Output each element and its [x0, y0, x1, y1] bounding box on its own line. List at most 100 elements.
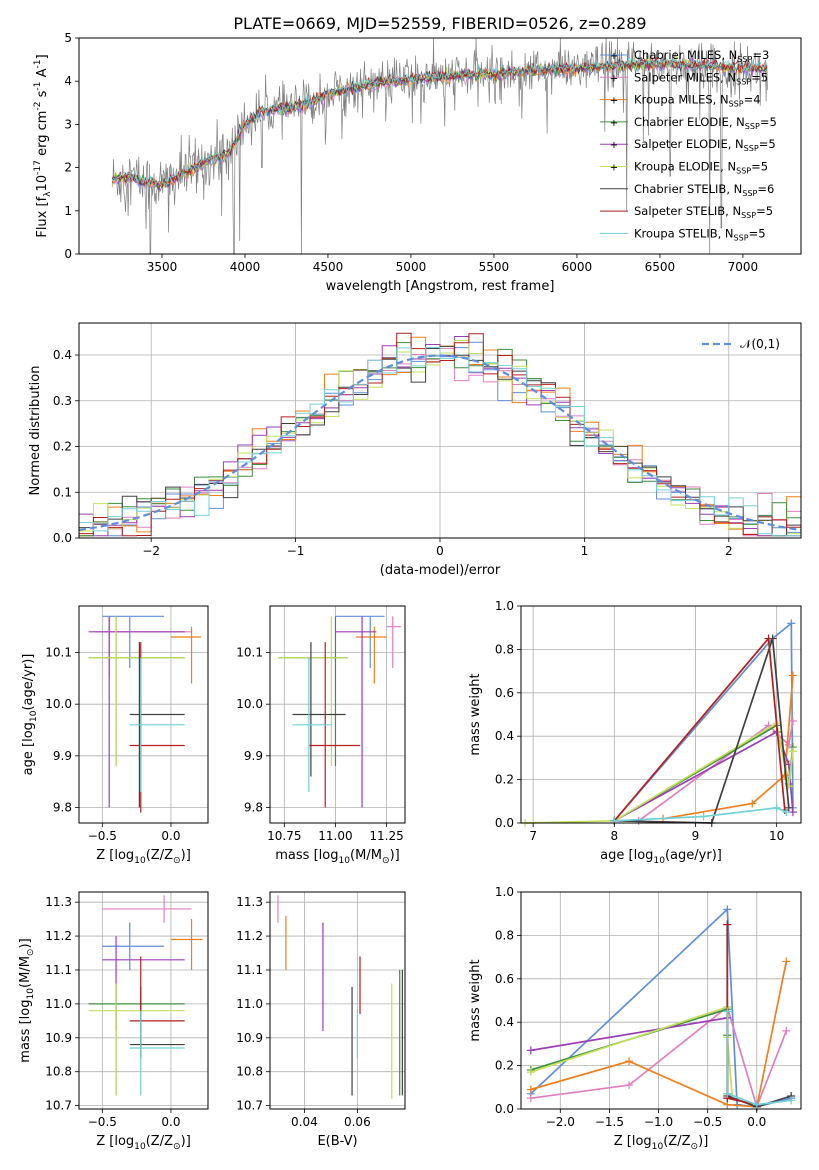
axes-frame: [520, 891, 802, 1110]
y-tick-label: 11.1: [236, 963, 263, 977]
y-tick-label: 10.9: [45, 1031, 72, 1045]
residual-histogram-step: [79, 340, 801, 537]
y-axis-label: mass weight: [468, 673, 483, 755]
y-axis-label: age [log10​(age/yr)]: [21, 654, 39, 776]
y-tick-label: 1.0: [495, 885, 514, 899]
y-tick-label: 10.1: [45, 646, 72, 660]
spectrum-model-line: [111, 56, 768, 187]
y-tick-label: 0.2: [53, 440, 72, 454]
mass-weight-marker: [784, 803, 793, 812]
x-tick-label: −1: [287, 544, 305, 558]
x-tick-label: −0.5: [693, 1115, 722, 1129]
mass-weight-marker: [526, 1085, 535, 1094]
y-tick-label: 0.0: [495, 1102, 514, 1116]
x-tick-label: 4000: [230, 260, 261, 274]
axes-frame: [269, 605, 406, 824]
y-tick-label: 10.8: [45, 1065, 72, 1079]
y-tick-label: 3: [64, 117, 72, 131]
axes-frame: [269, 891, 406, 1110]
age_vs_mass-panel: 10.75 11.00 11.25 9.8 9.9 10.0 10.1 mass [log10…: [236, 605, 406, 866]
x-tick-label: −0.5: [88, 1115, 117, 1129]
legend-label: Kroupa ELODIE, NSSP=5: [634, 160, 768, 176]
x-axis-label: Z [log10​(Z/Z⊙​)]: [614, 1134, 709, 1152]
x-tick-label: −2.0: [546, 1115, 575, 1129]
y-tick-label: 2: [64, 161, 72, 175]
x-tick-label: 5500: [479, 260, 510, 274]
y-tick-label: 0.0: [495, 816, 514, 830]
x-tick-label: 6500: [645, 260, 676, 274]
y-tick-label: 11.0: [45, 997, 72, 1011]
y-tick-label: 9.9: [244, 749, 263, 763]
y-tick-label: 9.8: [244, 801, 263, 815]
legend-label: Salpeter STELIB, NSSP=5: [634, 204, 773, 220]
mass-weight-line: [613, 730, 794, 822]
mass-weight-line: [530, 907, 792, 1108]
y-axis-label: Normed distribution: [28, 366, 43, 496]
x-tick-label: 6000: [562, 260, 593, 274]
legend-label: Chabrier ELODIE, NSSP=5: [634, 115, 777, 131]
x-tick-label: 0.0: [161, 1115, 180, 1129]
legend-marker: +: [610, 163, 618, 174]
x-tick-label: 1: [581, 544, 589, 558]
y-tick-label: 5: [64, 31, 72, 45]
y-tick-label: 11.1: [45, 963, 72, 977]
y-tick-label: 0.4: [495, 1015, 514, 1029]
x-tick-label: 2: [725, 544, 733, 558]
legend-marker: +: [610, 73, 618, 84]
x-tick-label: 0: [436, 544, 444, 558]
mass-weight-marker: [526, 1068, 535, 1077]
mass-weight-line: [726, 924, 757, 1106]
x-tick-label: 3500: [147, 260, 178, 274]
mass-weight-line: [726, 924, 792, 1108]
legend-label: Kroupa MILES, NSSP=4: [634, 93, 761, 109]
x-tick-label: −1.0: [644, 1115, 673, 1129]
y-tick-label: 0.8: [495, 642, 514, 656]
legend-marker: +: [610, 140, 618, 151]
mass-weight-line: [613, 636, 786, 822]
residuals-panel: −2 −1 0 1 2 0.0 0.1 0.2 0.3 0.4 (data-model)/error…: [28, 322, 802, 578]
mass_weight_vs_age-panel: 7 8 9 10 0.0 0.2 0.4 0.6 0.8 1.0 age [log10​(age/y…: [468, 599, 802, 866]
y-axis-label: Flux [fλ​10-17​ erg cm-2​ s-1​ A-1​]: [33, 54, 53, 237]
mass-weight-marker: [787, 619, 796, 628]
axes-frame: [520, 605, 802, 824]
mass-weight-marker: [788, 747, 797, 756]
mass-weight-line: [614, 638, 790, 824]
y-tick-label: 11.3: [45, 895, 72, 909]
mass-weight-marker: [723, 1089, 732, 1098]
x-axis-label: E(B-V): [317, 1134, 357, 1149]
mass-weight-marker: [752, 1100, 761, 1109]
mass-weight-marker: [723, 920, 732, 929]
mass-weight-marker: [782, 808, 791, 817]
x-tick-label: −2: [142, 544, 160, 558]
y-tick-label: 10.7: [45, 1099, 72, 1113]
y-tick-label: 10.7: [236, 1099, 263, 1113]
age_vs_Z-panel: −0.5 0.0 9.8 9.9 10.0 10.1 Z [log10​(Z/Z⊙​)] ag…: [21, 605, 209, 866]
mass-weight-marker: [526, 1094, 535, 1103]
x-tick-label: 7: [529, 829, 537, 843]
legend-label: Salpeter MILES, NSSP=5: [634, 70, 768, 86]
mass-weight-marker: [788, 671, 797, 680]
y-tick-label: 0.4: [495, 729, 514, 743]
y-tick-label: 0.0: [53, 531, 72, 545]
mass-weight-marker: [782, 957, 791, 966]
y-axis-label: mass [log10​(M/M⊙​)]: [18, 938, 36, 1062]
mass-weight-marker: [723, 1007, 732, 1016]
figure-title: PLATE=0669, MJD=52559, FIBERID=0526, z=0…: [233, 14, 646, 33]
normal-curve: [78, 354, 802, 532]
mass-weight-marker: [787, 1096, 796, 1105]
y-tick-label: 11.0: [236, 997, 263, 1011]
y-tick-label: 0.6: [495, 686, 514, 700]
x-tick-label: 0.0: [747, 1115, 766, 1129]
mass-weight-marker: [788, 717, 797, 726]
y-tick-label: 0.6: [495, 972, 514, 986]
legend-marker: +: [610, 118, 618, 129]
y-tick-label: 11.2: [45, 929, 72, 943]
mass-weight-marker: [772, 803, 781, 812]
x-tick-label: 7000: [728, 260, 759, 274]
y-tick-label: 9.9: [53, 749, 72, 763]
mass-weight-marker: [764, 634, 773, 643]
mass_vs_ebv-panel: 0.04 0.06 10.7 10.8 10.9 11.0 11.1 11.2 11.3 E(B-…: [236, 891, 406, 1149]
y-tick-label: 0.1: [53, 485, 72, 499]
x-tick-label: 0.0: [161, 829, 180, 843]
